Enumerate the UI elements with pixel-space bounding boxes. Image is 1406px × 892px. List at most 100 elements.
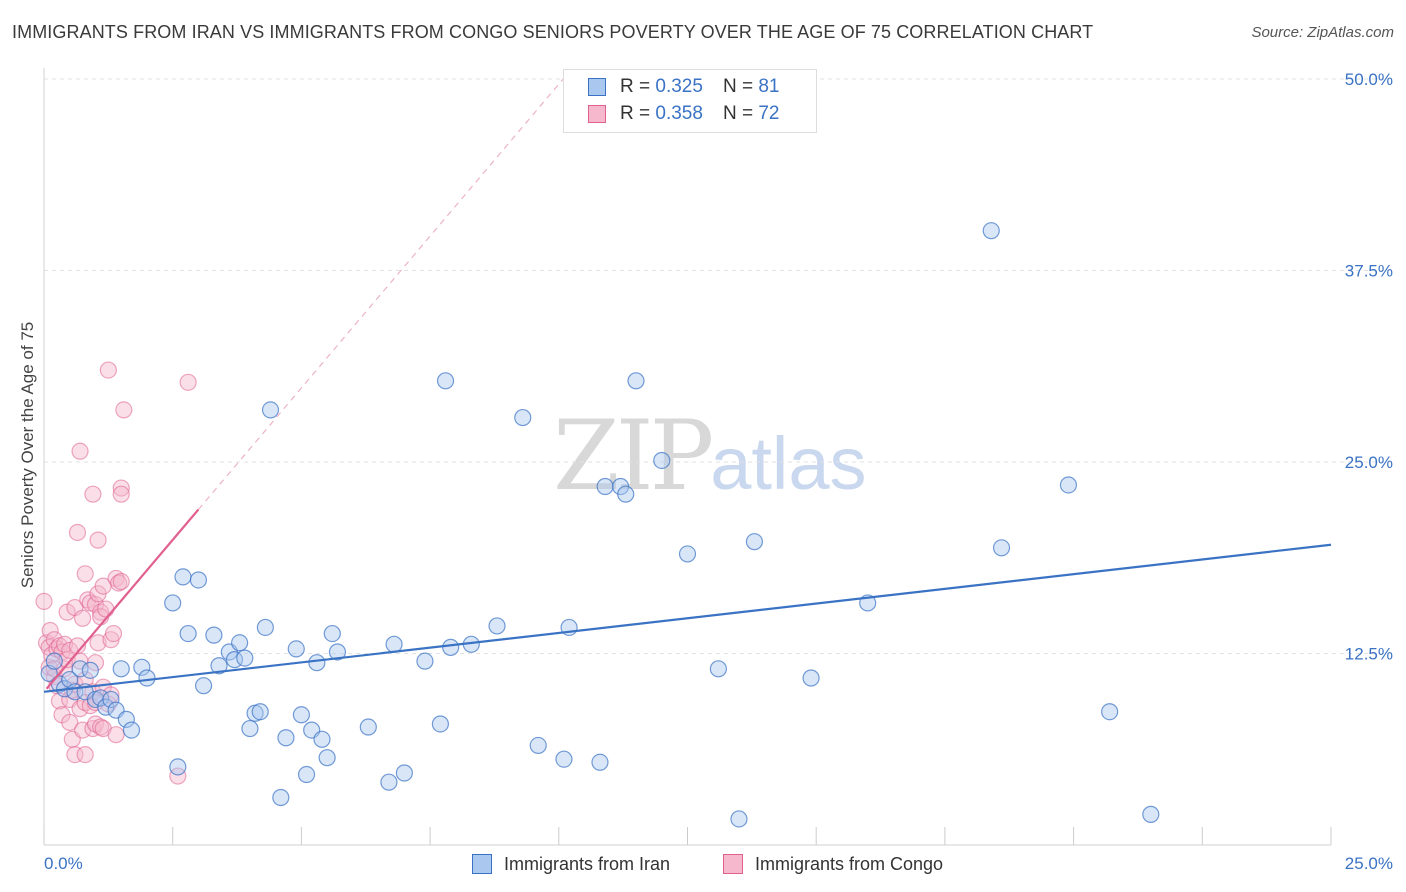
congo-point	[74, 609, 92, 627]
iran-point	[328, 643, 347, 661]
legend-row-congo: R = 0.358 N = 72	[588, 102, 779, 126]
congo-point	[41, 621, 59, 640]
iran-point	[436, 372, 455, 390]
congo-point	[115, 401, 133, 419]
iran-point	[591, 753, 609, 771]
iran-point	[81, 661, 99, 679]
watermark-atlas: atlas	[710, 422, 867, 505]
legend-congo-r-label: R =	[620, 103, 651, 124]
iran-point	[385, 635, 403, 653]
iran-point	[277, 729, 295, 747]
y-tick-label: 25.0%	[1345, 453, 1393, 472]
iran-point	[102, 690, 120, 709]
legend-congo-r-value: 0.358	[655, 103, 703, 124]
iran-point	[236, 649, 254, 667]
congo-point	[112, 572, 130, 591]
congo-point	[76, 565, 94, 583]
iran-point	[380, 773, 398, 791]
iran-point	[231, 634, 249, 652]
iran-point	[359, 718, 377, 736]
iran-point	[1059, 476, 1078, 494]
legend-swatch-congo	[588, 105, 606, 123]
legend-row-iran: R = 0.325 N = 81	[588, 75, 779, 99]
congo-point	[84, 485, 102, 503]
iran-point	[982, 222, 1000, 240]
congo-point	[179, 373, 197, 391]
iran-point	[251, 703, 269, 721]
correlation-legend: R = 0.325 N = 81 R = 0.358 N = 72	[563, 69, 817, 133]
congo-point	[112, 485, 130, 503]
iran-point	[992, 539, 1011, 557]
iran-point	[555, 750, 573, 768]
iran-point	[261, 401, 280, 419]
iran-point	[189, 571, 208, 589]
congo-point	[107, 726, 125, 744]
bottom-legend-swatch-iran	[472, 854, 492, 874]
chart-title: IMMIGRANTS FROM IRAN VS IMMIGRANTS FROM …	[12, 22, 1094, 42]
iran-point	[169, 758, 187, 776]
congo-point	[89, 531, 107, 549]
iran-point	[529, 736, 547, 755]
iran-point	[627, 372, 645, 390]
iran-point	[431, 715, 449, 733]
congo-point	[99, 361, 117, 379]
iran-point	[514, 408, 532, 427]
congo-point	[35, 592, 53, 611]
congo-point	[104, 624, 123, 643]
bottom-legend-swatch-congo	[723, 854, 743, 874]
iran-point	[488, 617, 506, 635]
x-tick-label: 0.0%	[44, 854, 83, 873]
iran-point	[313, 730, 331, 748]
legend-iran-n-label: N =	[722, 76, 754, 97]
congo-point	[169, 767, 187, 785]
bottom-legend-congo: Immigrants from Congo	[723, 852, 943, 876]
iran-point	[122, 721, 141, 739]
iran-point	[210, 657, 228, 675]
iran-point	[297, 765, 316, 784]
iran-point	[292, 706, 310, 724]
iran-point	[730, 810, 748, 828]
trend-line-congo	[45, 508, 200, 690]
source-label: Source: ZipAtlas.com	[1251, 24, 1394, 41]
iran-point	[45, 652, 63, 670]
iran-point	[174, 568, 192, 586]
iran-point	[416, 652, 434, 670]
iran-point	[308, 654, 326, 672]
congo-point	[76, 746, 94, 764]
congo-point	[107, 569, 125, 588]
iran-point	[112, 660, 130, 678]
iran-point	[256, 618, 274, 637]
iran-point	[678, 545, 697, 563]
iran-point	[205, 626, 223, 644]
iran-point	[617, 485, 635, 503]
iran-point	[287, 640, 305, 658]
congo-point	[61, 713, 79, 732]
y-tick-label: 50.0%	[1345, 70, 1393, 89]
legend-swatch-iran	[588, 78, 606, 96]
iran-point	[133, 658, 151, 676]
x-tick-label: 25.0%	[1345, 854, 1393, 873]
legend-congo-n-value: 72	[758, 103, 780, 124]
iran-point	[395, 764, 413, 782]
congo-point	[97, 600, 115, 618]
bottom-legend-iran: Immigrants from Iran	[472, 852, 670, 876]
iran-point	[318, 749, 336, 767]
iran-point	[653, 451, 671, 470]
iran-point	[596, 477, 614, 496]
bottom-legend-label-congo: Immigrants from Congo	[755, 853, 944, 874]
iran-point	[1101, 703, 1119, 721]
legend-iran-r-value: 0.325	[655, 76, 703, 97]
iran-point	[194, 677, 213, 695]
iran-point	[323, 624, 341, 643]
iran-point	[272, 788, 290, 807]
congo-point	[68, 523, 87, 542]
iran-point	[745, 533, 764, 551]
congo-point	[89, 634, 107, 652]
congo-point	[92, 603, 110, 621]
congo-point	[112, 479, 130, 497]
iran-point	[138, 669, 156, 687]
bottom-legend-label-iran: Immigrants from Iran	[504, 853, 671, 874]
iran-point	[117, 710, 135, 728]
iran-point	[179, 624, 197, 643]
